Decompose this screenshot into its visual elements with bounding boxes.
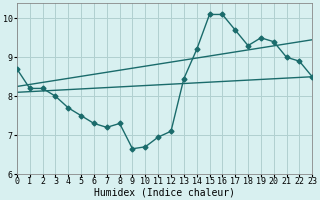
X-axis label: Humidex (Indice chaleur): Humidex (Indice chaleur) <box>94 187 235 197</box>
